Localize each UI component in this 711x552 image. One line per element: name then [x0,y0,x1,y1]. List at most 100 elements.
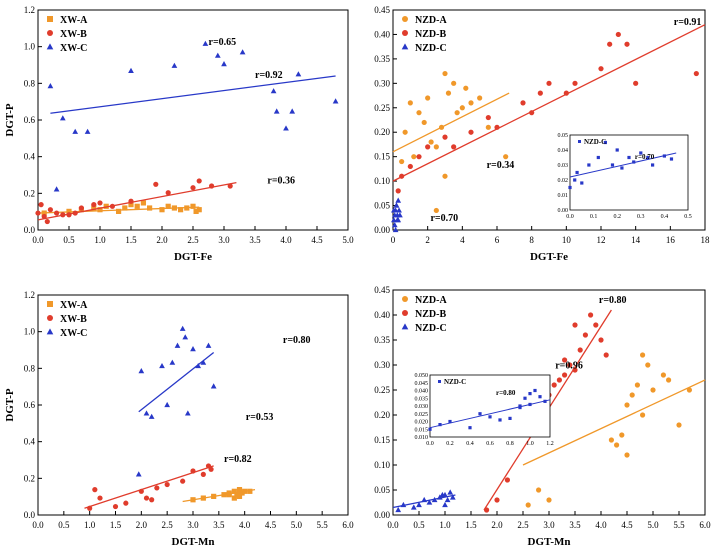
data-point [603,352,609,358]
data-point [174,342,181,348]
data-point [439,491,446,498]
data-point [645,362,651,368]
data-point [221,61,227,67]
fit-line [84,465,214,509]
data-point [44,218,50,225]
inset-r-label: r=0.70 [635,153,655,161]
data-point [54,210,60,216]
data-point [159,362,165,369]
data-point [444,496,451,503]
data-point [397,212,403,218]
data-point [59,115,66,121]
data-point [392,226,399,233]
r-value-label: r=0.80 [599,295,627,306]
y-tick-label: 0.4 [24,152,36,162]
x-tick-label: 5.0 [342,235,354,245]
inset-legend-marker [578,140,581,143]
data-point [149,497,155,503]
data-point [633,80,639,86]
data-point [572,322,578,328]
data-point [608,437,615,443]
data-point [196,178,202,184]
legend-label: XW-A [60,300,88,311]
data-point [147,205,153,211]
data-point [624,402,630,408]
data-point [394,217,401,223]
data-point [442,70,448,77]
inset-y-tick-label: 0.05 [558,133,569,139]
inset-point [620,166,624,170]
data-point [196,207,202,213]
data-point [572,80,578,86]
r-value-label: r=0.96 [555,360,583,371]
data-point [92,487,98,493]
data-point [556,377,563,383]
data-point [214,52,221,58]
inset-x-tick-label: 0.3 [637,214,645,220]
data-point [332,98,339,104]
x-tick-label: 5.5 [317,520,329,530]
data-point [180,478,186,484]
data-point [686,387,693,393]
plot-frame [392,9,706,231]
data-point [135,471,142,477]
x-tick-label: 2.5 [162,520,174,530]
data-point [416,154,422,160]
x-tick-label: 0.0 [32,235,44,245]
inset-y-tick-label: 0.025 [415,412,429,418]
data-point [123,500,129,506]
y-tick-label: 0.15 [374,435,390,445]
data-point [442,501,448,508]
data-point [598,337,604,343]
y-tick-label: 0.0 [24,510,36,520]
x-tick-label: 5.0 [647,520,659,530]
fit-line [50,75,336,114]
fit-line [522,379,706,466]
legend-label: NZD-B [415,29,446,40]
y-tick-label: 0.10 [374,460,390,470]
x-tick-label: 6 [495,235,500,245]
legend-label: NZD-C [415,43,447,54]
inset-point [669,157,674,161]
data-point [598,66,604,72]
data-point [184,410,191,416]
inset-y-tick-label: 0.020 [415,420,429,426]
data-point [35,210,41,216]
r-value-label: r=0.80 [283,335,311,346]
legend-label: NZD-A [415,15,447,26]
legend-marker [402,310,408,316]
y-tick-label: 1.2 [24,5,35,15]
data-point [97,495,103,501]
data-point [399,158,405,165]
data-point [454,110,460,116]
data-point [614,442,620,448]
data-point [536,487,542,493]
data-point [169,359,176,365]
x-tick-label: 0.5 [413,520,425,530]
inset-point [518,405,522,410]
data-point [205,342,212,348]
inset-point [488,415,492,419]
data-point [128,67,134,74]
y-tick-label: 0.20 [374,127,390,137]
inset-point [438,423,442,427]
data-point [693,70,699,77]
inset-r-label: r=0.80 [496,389,516,397]
inset-x-tick-label: 1.0 [526,441,534,447]
fit-line [138,352,215,413]
data-point [91,205,97,211]
x-tick-label: 1.5 [110,520,122,530]
data-point [640,352,646,358]
data-point [666,377,672,383]
data-point [447,489,454,495]
x-tick-label: 4 [460,235,465,245]
r-value-label: r=0.53 [246,412,274,423]
data-point [165,203,171,209]
inset-fit-line [429,399,551,429]
y-tick-label: 0.00 [374,510,390,520]
x-tick-label: 2.0 [491,520,503,530]
series-NZD-C [391,197,403,233]
y-tick-label: 0.40 [374,29,390,39]
data-point [407,100,413,106]
